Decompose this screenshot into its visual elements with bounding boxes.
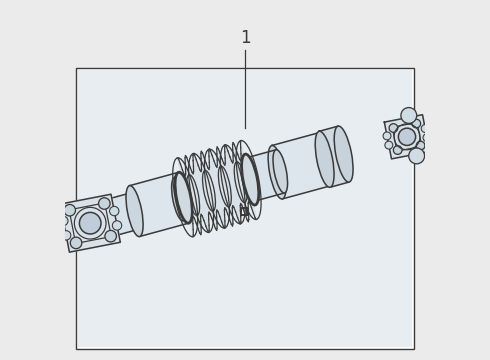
Polygon shape [130, 172, 190, 237]
Polygon shape [384, 115, 430, 159]
Ellipse shape [172, 177, 186, 221]
Circle shape [421, 125, 429, 132]
Ellipse shape [268, 145, 286, 199]
Ellipse shape [322, 131, 340, 184]
Circle shape [416, 141, 425, 150]
Ellipse shape [184, 174, 199, 217]
Polygon shape [175, 174, 196, 221]
Circle shape [412, 119, 420, 128]
Circle shape [401, 108, 416, 123]
Polygon shape [60, 194, 121, 252]
Polygon shape [319, 126, 349, 187]
Bar [77, 70, 413, 347]
Ellipse shape [128, 193, 141, 229]
Ellipse shape [315, 131, 334, 187]
Ellipse shape [175, 172, 192, 223]
Circle shape [110, 206, 119, 216]
Circle shape [59, 216, 68, 226]
Circle shape [98, 198, 110, 209]
Circle shape [385, 141, 393, 149]
Circle shape [64, 204, 75, 216]
Circle shape [61, 231, 71, 240]
Ellipse shape [242, 154, 259, 205]
Circle shape [393, 146, 402, 154]
Ellipse shape [126, 186, 143, 237]
Polygon shape [106, 193, 138, 236]
Polygon shape [245, 150, 285, 202]
Ellipse shape [334, 126, 353, 182]
Circle shape [398, 128, 416, 145]
Circle shape [79, 212, 101, 234]
Polygon shape [272, 131, 336, 199]
Polygon shape [177, 140, 256, 237]
Circle shape [389, 124, 398, 132]
Bar [76, 68, 414, 349]
Circle shape [112, 221, 122, 230]
Ellipse shape [241, 158, 256, 202]
Circle shape [105, 230, 117, 242]
Ellipse shape [103, 200, 115, 237]
Ellipse shape [273, 150, 288, 193]
Circle shape [409, 148, 424, 164]
Circle shape [70, 237, 82, 249]
Text: 1: 1 [240, 29, 250, 47]
Circle shape [423, 134, 431, 141]
Circle shape [383, 132, 391, 140]
